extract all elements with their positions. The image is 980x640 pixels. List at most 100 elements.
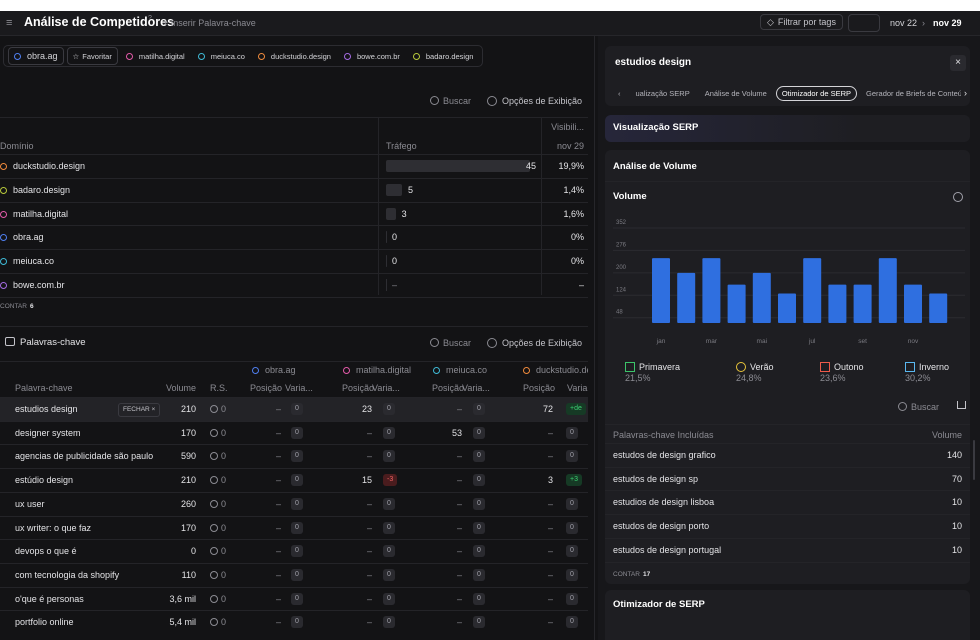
tab[interactable]: ualização SERP — [630, 86, 696, 101]
date-end[interactable]: nov 29 — [933, 16, 962, 30]
keywords-title[interactable]: Palavras-chave — [5, 336, 85, 350]
variation: 0 — [383, 498, 395, 510]
position: – — [548, 497, 553, 511]
color-dot — [0, 187, 7, 194]
chip[interactable]: bowe.com.br — [339, 48, 405, 64]
chip-label: matilha.digital — [139, 52, 185, 61]
tab[interactable]: Análise de Volume — [699, 86, 773, 101]
rs: 0 — [210, 615, 226, 629]
keyword[interactable]: o'que é personas — [15, 592, 84, 606]
keyword[interactable]: ux user — [15, 497, 45, 511]
bar — [904, 285, 922, 323]
visibility: 19,9% — [558, 159, 584, 173]
chip[interactable]: badaro.design — [408, 48, 479, 64]
rs: 0 — [210, 568, 226, 582]
search[interactable]: Buscar — [430, 94, 471, 108]
variation: 0 — [566, 545, 578, 557]
keyword[interactable]: devops o que é — [15, 544, 77, 558]
keyword[interactable]: portfolio online — [15, 615, 74, 629]
menu-icon[interactable]: ≡ — [6, 16, 12, 30]
position: – — [367, 449, 372, 463]
chip-label: duckstudio.design — [271, 52, 331, 61]
chip-selected[interactable]: obra.ag — [8, 47, 64, 65]
chart-menu[interactable] — [953, 192, 963, 202]
position: – — [548, 426, 553, 440]
keyword[interactable]: estúdio design — [15, 473, 73, 487]
chip[interactable]: duckstudio.design — [253, 48, 336, 64]
competitor-group-label: duckstudio.de — [536, 365, 588, 375]
date-start[interactable]: nov 22 — [890, 16, 917, 30]
keyword[interactable]: ux writer: o que faz — [15, 521, 91, 535]
row-divider — [0, 587, 588, 588]
included-keyword: estudos de design grafico — [613, 448, 716, 462]
position: – — [276, 449, 281, 463]
col-header: Varia.. — [567, 381, 588, 395]
competitor-group: meiuca.co — [433, 363, 487, 377]
volume: 110 — [182, 568, 196, 582]
included-keyword: estudos de design portugal — [613, 543, 721, 557]
col-header: R.S. — [210, 381, 228, 395]
y-tick-label: 276 — [616, 242, 627, 248]
tab-next[interactable]: › — [961, 86, 970, 100]
keyword[interactable]: estudios design — [15, 402, 78, 416]
tab[interactable]: Gerador de Briefs de Conteúd — [860, 86, 970, 101]
row-divider — [0, 297, 588, 298]
row-divider — [605, 467, 970, 468]
competitor-group: duckstudio.de — [523, 363, 588, 377]
row-divider — [0, 516, 588, 517]
position: – — [548, 449, 553, 463]
share-icon[interactable] — [957, 401, 966, 409]
date-arrow: › — [922, 16, 925, 30]
close-button[interactable]: FECHAR × — [118, 403, 160, 417]
row-divider — [605, 490, 970, 491]
row-divider — [0, 225, 588, 226]
chip-favorite[interactable]: Favoritar — [67, 47, 118, 65]
included-header: Palavras-chave Incluídas — [613, 428, 714, 442]
search[interactable]: Buscar — [898, 400, 939, 414]
volume: 0 — [191, 544, 196, 558]
tab[interactable]: Otimizador de SERP — [776, 86, 857, 101]
close-icon[interactable]: × — [950, 55, 966, 71]
tabs: ‹ualização SERPAnálise de VolumeOtimizad… — [612, 86, 970, 101]
bar — [652, 258, 670, 323]
search[interactable]: Buscar — [430, 336, 471, 350]
display-options[interactable]: Opções de Exibição — [487, 94, 582, 108]
domain-name-label: obra.ag — [13, 232, 44, 242]
included-volume: 10 — [952, 519, 962, 533]
position: – — [548, 615, 553, 629]
chip[interactable]: matilha.digital — [121, 48, 190, 64]
traffic-value: 45 — [526, 159, 536, 173]
filter-tags[interactable]: ◇Filtrar por tags — [760, 14, 843, 30]
add-keyword[interactable]: + Inserir Palavra-chave — [163, 16, 256, 30]
y-tick-label: 124 — [616, 287, 627, 293]
col-header: Posição — [432, 381, 464, 395]
title-help[interactable]: ? — [148, 12, 152, 26]
variation: 0 — [383, 593, 395, 605]
device-toggle[interactable] — [848, 14, 880, 32]
keyword[interactable]: designer system — [15, 426, 81, 440]
keyword[interactable]: agencias de publicidade são paulo — [15, 449, 153, 463]
color-dot — [0, 258, 7, 265]
position: 15 — [362, 473, 372, 487]
x-tick-label: nov — [908, 338, 919, 345]
col-header: Posição — [342, 381, 374, 395]
position: 72 — [543, 402, 553, 416]
bar — [828, 285, 846, 323]
volume: 170 — [181, 426, 196, 440]
rs: 0 — [210, 592, 226, 606]
chip[interactable]: meiuca.co — [193, 48, 250, 64]
row-divider — [605, 514, 970, 515]
variation: 0 — [473, 569, 485, 581]
variation: 0 — [383, 545, 395, 557]
row-divider — [0, 563, 588, 564]
col-date: nov 29 — [557, 139, 584, 153]
variation: 0 — [291, 427, 303, 439]
variation: 0 — [291, 616, 303, 628]
display-options[interactable]: Opções de Exibição — [487, 336, 582, 350]
keyword[interactable]: com tecnologia da shopify — [15, 568, 119, 582]
tab-prev[interactable]: ‹ — [612, 86, 627, 101]
season-share: 30,2% — [905, 371, 931, 385]
variation: 0 — [473, 545, 485, 557]
y-tick-label: 352 — [616, 220, 627, 226]
variation: 0 — [473, 403, 485, 415]
